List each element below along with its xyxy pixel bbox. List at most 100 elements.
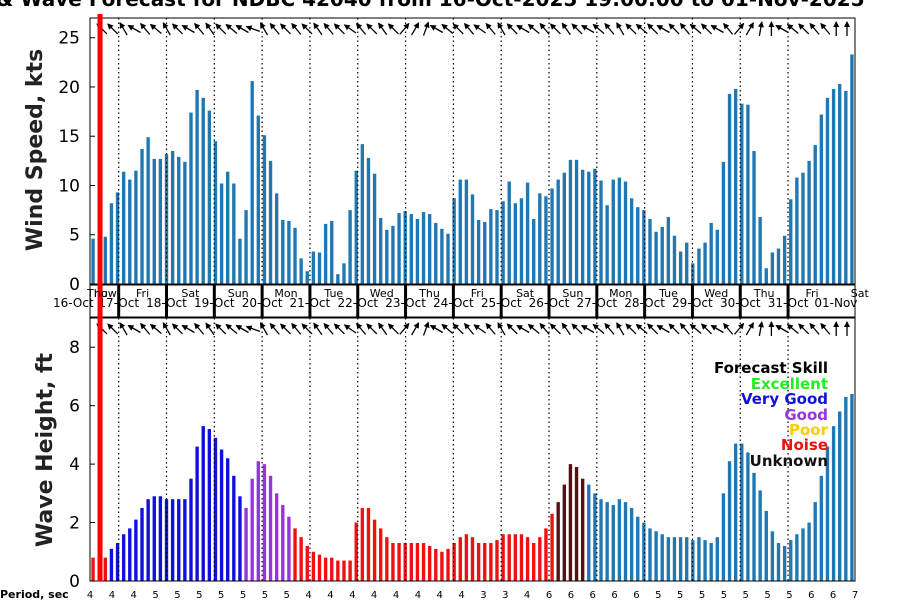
period-value: 5 — [284, 590, 290, 600]
date-label: 31-Oct — [768, 296, 809, 310]
wind-bar — [397, 213, 401, 284]
wind-bar — [219, 183, 224, 284]
wave-bar — [678, 537, 683, 581]
wind-bar — [134, 170, 138, 284]
wave-bar — [397, 543, 401, 581]
wind-bar — [274, 193, 279, 284]
wave-arrow-icon — [171, 323, 184, 335]
wind-arrow-icon — [561, 22, 571, 36]
wind-arrow-icon — [333, 23, 345, 35]
wave-bar — [146, 499, 150, 581]
period-value: 4 — [524, 590, 530, 600]
wind-arrow-icon — [366, 23, 378, 35]
wave-bar — [483, 543, 487, 581]
wind-bar — [446, 233, 450, 284]
wind-arrow-icon — [592, 23, 605, 34]
wind-bar — [464, 179, 469, 284]
wind-arrow-icon — [387, 23, 399, 35]
wave-bar — [342, 560, 346, 581]
wave-bar — [281, 505, 285, 581]
wind-arrow-icon — [215, 23, 227, 35]
wind-bar — [819, 114, 824, 284]
wave-bar — [91, 557, 95, 581]
wave-bar — [782, 545, 787, 581]
period-value: 5 — [655, 590, 661, 600]
period-value: 5 — [262, 590, 268, 600]
wind-bar — [721, 161, 726, 284]
wind-arrow-icon — [798, 23, 810, 35]
period-value: 4 — [305, 590, 311, 600]
wind-panel-frame — [89, 17, 856, 285]
wind-bar — [568, 159, 573, 284]
wave-bar — [795, 534, 799, 581]
period-value: 4 — [415, 590, 421, 600]
period-value: 4 — [371, 590, 377, 600]
wind-bar — [611, 179, 615, 284]
wind-arrow-icon — [775, 24, 789, 34]
wind-arrow-icon — [757, 21, 764, 37]
period-value: 4 — [437, 590, 443, 600]
wind-arrow-icon — [844, 21, 850, 36]
wave-arrow-icon — [516, 324, 530, 334]
wave-arrow-icon — [506, 323, 518, 335]
wind-bar — [452, 198, 456, 284]
wave-ylabel: Wave Height, ft — [33, 352, 58, 547]
wave-bar — [623, 502, 628, 581]
date-label: 01-Nov — [814, 296, 857, 310]
wave-bar — [715, 537, 719, 581]
wind-bar — [752, 151, 756, 284]
wind-bar — [831, 88, 836, 285]
wave-bar — [568, 464, 573, 581]
wave-arrow-icon — [485, 322, 496, 335]
wave-arrow-icon — [497, 322, 506, 336]
wind-bar — [170, 151, 175, 284]
wind-arrow-icon — [378, 22, 388, 36]
wave-arrow-icon — [689, 323, 702, 334]
wind-bar — [709, 222, 713, 284]
wind-bar — [844, 90, 848, 285]
wave-bar — [177, 499, 181, 581]
wind-arrow-icon — [668, 23, 680, 35]
wind-bar — [177, 156, 181, 284]
wind-ylabel: Wind Speed, kts — [23, 49, 48, 251]
wind-arrow-icon — [205, 22, 215, 36]
wave-arrow-icon — [127, 324, 141, 334]
wind-bar — [562, 172, 566, 284]
legend-item-excellent: Excellent — [751, 375, 828, 393]
wind-bar — [733, 88, 738, 285]
wind-bar — [574, 159, 579, 284]
wind-bar — [109, 203, 114, 284]
period-value: 5 — [764, 590, 770, 600]
wave-bar — [201, 426, 205, 581]
wave-arrow-icon — [422, 321, 430, 336]
wave-arrow-icon — [107, 323, 119, 335]
wind-bar — [691, 263, 695, 284]
wind-bar — [580, 169, 585, 284]
wave-bar — [458, 537, 462, 581]
legend-item-very-good: Very Good — [741, 390, 828, 408]
wind-bar — [850, 54, 854, 285]
wind-bar — [360, 144, 365, 284]
date-label: 26-Oct — [529, 296, 570, 310]
wave-bar — [268, 475, 273, 581]
wind-ytick: 0 — [69, 275, 80, 295]
wave-bar — [134, 519, 138, 581]
wave-arrow-icon — [745, 322, 754, 336]
wave-arrow-icon — [549, 323, 561, 335]
wind-arrow-icon — [194, 22, 205, 35]
wind-bar — [801, 172, 805, 284]
wave-bar — [740, 443, 744, 581]
wind-bar — [311, 251, 316, 284]
wave-arrow-icon — [463, 322, 475, 335]
wave-bar — [140, 507, 144, 581]
chart-title: & Wave Forecast for NDBC 42040 from 16-O… — [0, 0, 865, 11]
wind-bar — [636, 207, 640, 284]
wave-bar — [421, 543, 426, 581]
wave-bar — [556, 502, 560, 581]
wind-bar — [244, 210, 248, 284]
day-label: Thu — [418, 287, 440, 300]
wave-bar — [170, 499, 175, 581]
period-value: 5 — [721, 590, 727, 600]
wave-bar — [415, 543, 420, 581]
